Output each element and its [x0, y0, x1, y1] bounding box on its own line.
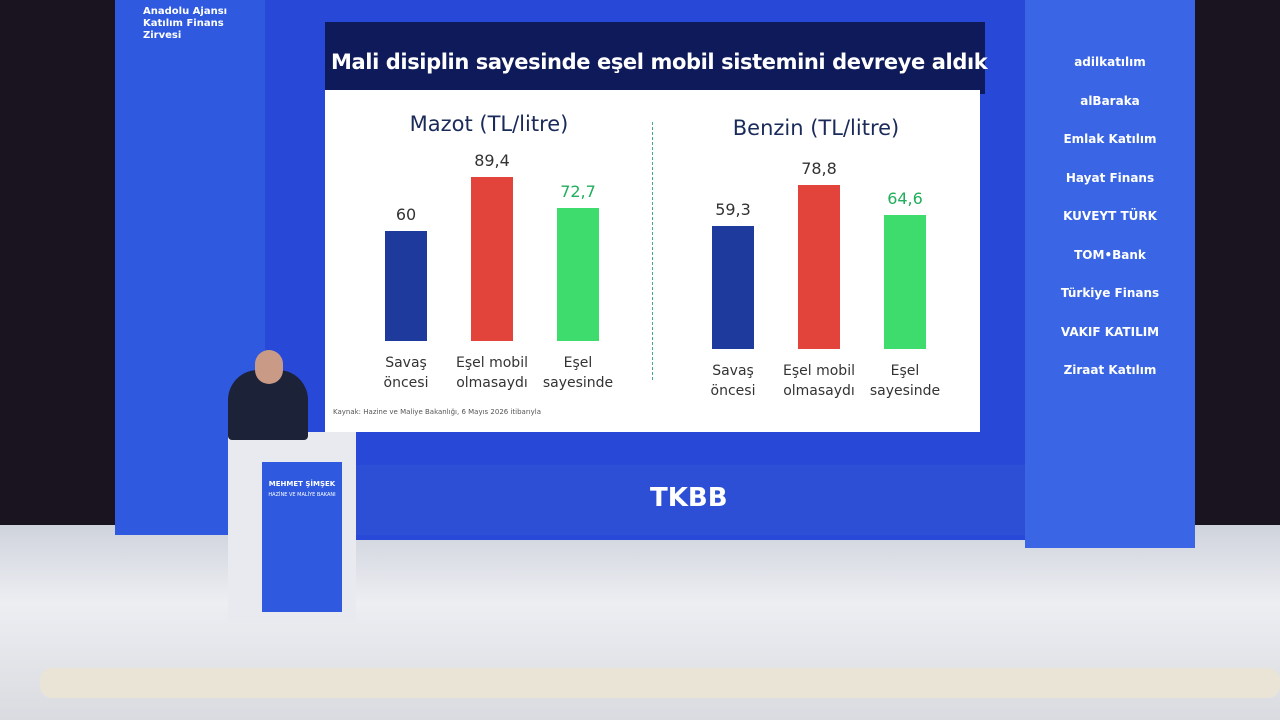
- event-title: Anadolu Ajansı Katılım Finans Zirvesi: [143, 6, 228, 41]
- sponsor-logo: Emlak Katılım: [1063, 132, 1157, 146]
- slide-title: Mali disiplin sayesinde eşel mobil siste…: [331, 50, 988, 74]
- bar: [385, 230, 427, 341]
- divider: [652, 122, 653, 380]
- sponsor-logo: TOM•Bank: [1074, 247, 1146, 262]
- value-label: 60: [395, 204, 417, 224]
- bar: [884, 214, 926, 349]
- value-label: 72,7: [560, 181, 596, 201]
- category-label: Savaş öncesi: [710, 363, 756, 399]
- chart-title: Mazot (TL/litre): [409, 112, 569, 136]
- chart-title: Benzin (TL/litre): [732, 116, 900, 140]
- sponsor-logo: Türkiye Finans: [1060, 286, 1160, 300]
- flowers: [40, 668, 1280, 698]
- stage-bottom-panel: TKBB: [355, 465, 1025, 535]
- sponsor-logo: alBaraka: [1080, 93, 1140, 108]
- podium-role: HAZİNE VE MALİYE BAKANI: [268, 492, 336, 498]
- source-note: Kaynak: Hazine ve Maliye Bakanlığı, 6 Ma…: [333, 408, 542, 416]
- podium-panel: MEHMET ŞİMŞEK HAZİNE VE MALİYE BAKANI: [262, 462, 342, 612]
- category-label: Eşel mobil olmasaydı: [456, 355, 528, 391]
- podium: MEHMET ŞİMŞEK HAZİNE VE MALİYE BAKANI: [228, 432, 356, 622]
- stage-logo: TKBB: [650, 483, 728, 513]
- category-label: Eşel sayesinde: [869, 363, 941, 399]
- value-label: 64,6: [887, 188, 923, 208]
- sponsor-logo: VAKIF KATILIM: [1060, 324, 1160, 339]
- sponsor-logo: KUVEYT TÜRK: [1063, 209, 1157, 223]
- value-label: 89,4: [474, 151, 510, 170]
- right-banner: adilkatılım alBaraka Emlak Katılım Hayat Fi…: [1025, 0, 1195, 548]
- sponsor-list: adilkatılım alBaraka Emlak Katılım Hayat Fi…: [1025, 55, 1195, 402]
- speaker-head: [255, 350, 283, 384]
- category-label: Eşel mobil olmasaydı: [783, 363, 855, 399]
- slide-title-bar: Mali disiplin sayesinde eşel mobil siste…: [325, 22, 988, 94]
- podium-name: MEHMET ŞİMŞEK: [268, 480, 336, 488]
- sponsor-logo: Hayat Finans: [1065, 170, 1155, 185]
- value-label: 59,3: [715, 199, 751, 219]
- category-label: Eşel sayesinde: [542, 355, 614, 391]
- bar: [798, 185, 840, 349]
- category-label: Savaş öncesi: [383, 355, 429, 391]
- bar: [557, 207, 599, 341]
- slide: Kaynak: Hazine ve Maliye Bakanlığı, 6 Ma…: [325, 90, 980, 432]
- value-label: 78,8: [801, 159, 837, 178]
- sponsor-logo: adilkatılım: [1074, 55, 1146, 69]
- sponsor-logo: Ziraat Katılım: [1063, 363, 1157, 377]
- bar: [712, 225, 754, 349]
- bar: [471, 177, 513, 341]
